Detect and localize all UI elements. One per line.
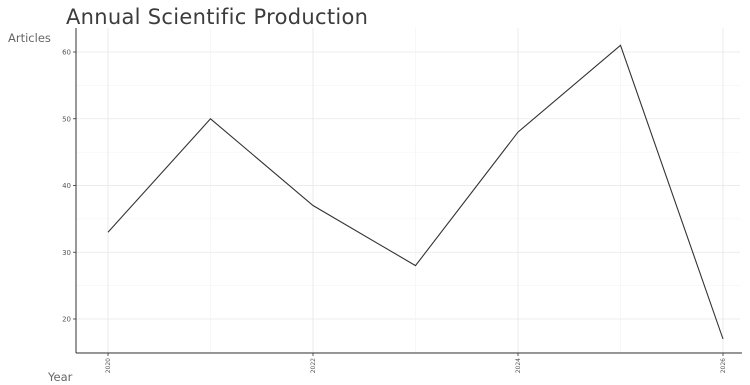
series [107, 44, 724, 340]
y-tick-label: 20 [62, 316, 71, 324]
x-tick-label: 2022 [310, 358, 317, 373]
series-line [107, 44, 724, 340]
y-tick-label: 40 [62, 182, 71, 190]
chart-title: Annual Scientific Production [66, 5, 369, 29]
y-axis-title: Articles [8, 31, 51, 45]
y-tick-label: 60 [62, 49, 71, 57]
y-tick-label: 50 [62, 115, 71, 123]
x-axis-title: Year [47, 370, 73, 384]
grid [76, 28, 740, 353]
x-tick-label: 2024 [515, 358, 522, 373]
axis-ticks: 20 30 40 50 60 2020 2022 2024 2026 [62, 49, 727, 374]
x-tick-label: 2026 [720, 358, 727, 373]
x-tick-label: 2020 [105, 358, 112, 373]
y-tick-label: 30 [62, 249, 71, 257]
